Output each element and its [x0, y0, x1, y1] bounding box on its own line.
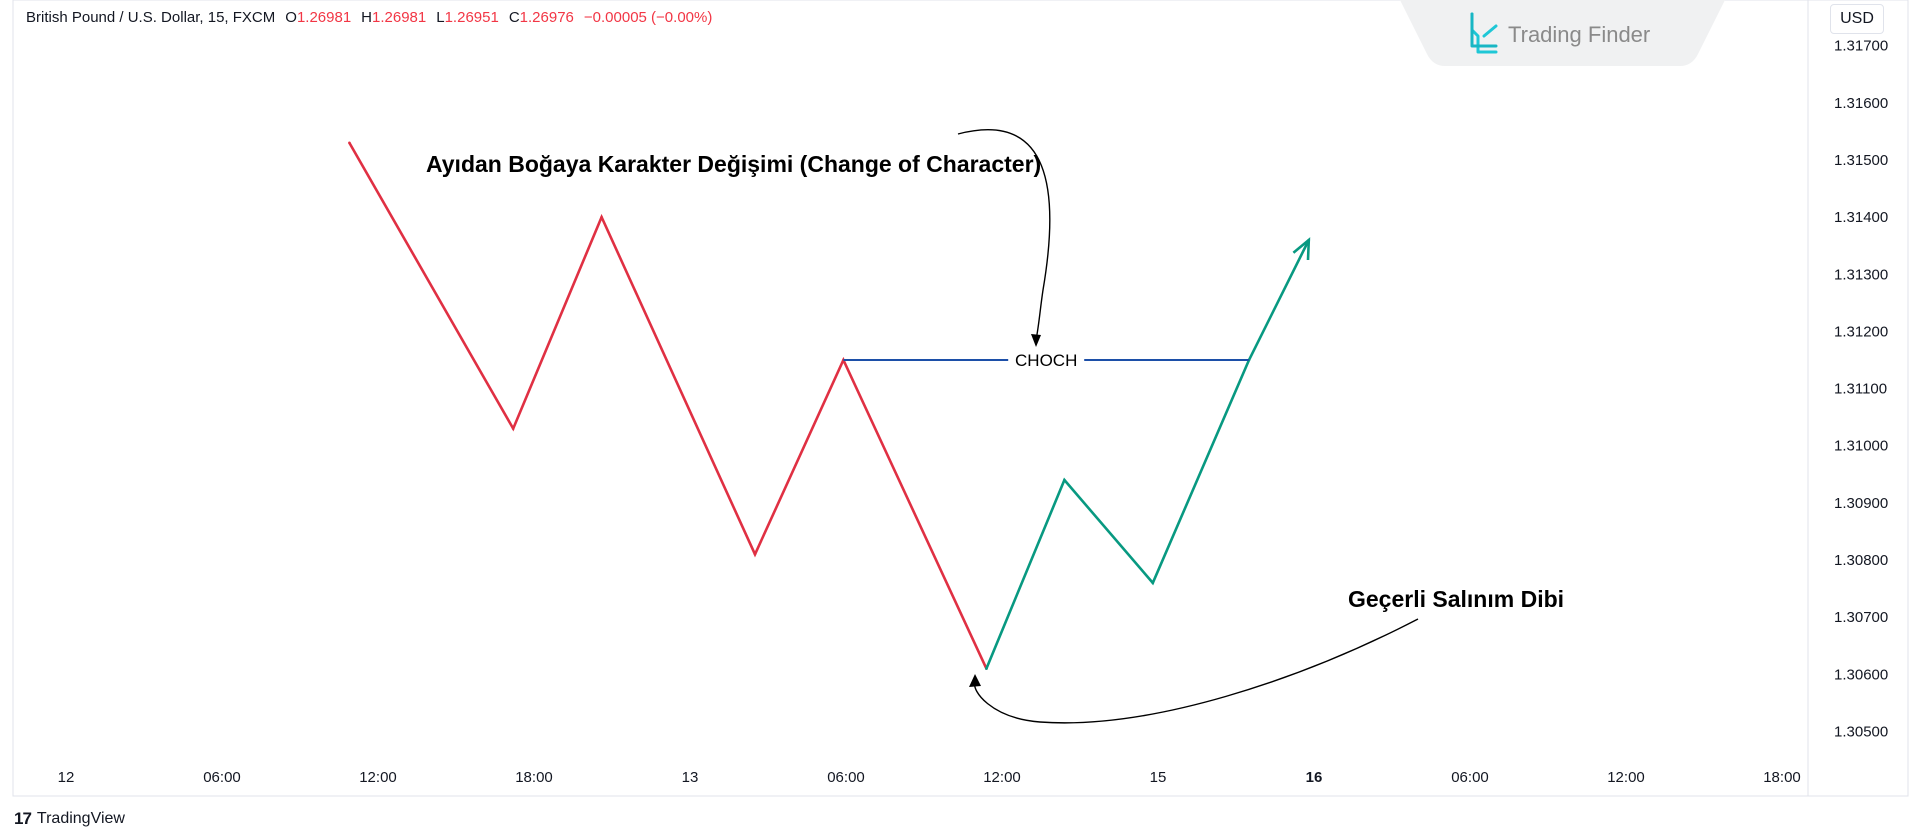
series-line-0 — [348, 142, 988, 670]
x-axis[interactable]: 12 06:00 12:00 18:00 13 06:00 12:00 15 16 06:00 12… — [58, 769, 1801, 786]
x-tick-label: 12:00 — [1607, 769, 1645, 786]
choch-layer: CHOCH — [843, 351, 1249, 370]
open-value: 1.26981 — [296, 9, 352, 26]
trading-finder-watermark: Trading Finder — [1508, 22, 1651, 47]
y-tick-label: 1.31600 — [1834, 95, 1888, 112]
high-label: H — [361, 9, 373, 26]
x-tick-label: 06:00 — [1451, 769, 1489, 786]
symbol-legend[interactable]: British Pound / U.S. Dollar, 15, FXCM O1.… — [26, 9, 712, 26]
low-value: 1.26951 — [444, 9, 499, 26]
series-point — [1151, 581, 1155, 585]
annotation-swing-low: Geçerli Salınım Dibi — [1348, 586, 1564, 612]
x-tick-label: 12:00 — [983, 769, 1021, 786]
choch-arrow-curve — [957, 129, 1051, 341]
x-tick-label: 18:00 — [515, 769, 553, 786]
y-tick-label: 1.31500 — [1834, 152, 1888, 169]
y-tick-label: 1.31400 — [1834, 209, 1888, 226]
symbol-name: British Pound / U.S. Dollar, 15, FXCM — [26, 9, 276, 26]
x-tick-label: 13 — [682, 769, 699, 786]
currency-button[interactable]: USD — [1830, 4, 1884, 34]
choch-label: CHOCH — [1015, 351, 1077, 370]
y-tick-label: 1.30900 — [1834, 495, 1888, 512]
choch-arrow-head — [1031, 334, 1041, 347]
x-tick-label: 18:00 — [1763, 769, 1801, 786]
series-point — [600, 215, 603, 219]
y-tick-label: 1.31200 — [1834, 323, 1888, 340]
x-tick-label: 06:00 — [827, 769, 865, 786]
y-tick-label: 1.30600 — [1834, 666, 1888, 683]
series-point — [1063, 478, 1066, 482]
trading-finder-logo-icon — [1468, 12, 1500, 61]
x-tick-label: 12 — [58, 769, 75, 786]
annotation-choch-title: Ayıdan Boğaya Karakter Değişimi (Change … — [426, 151, 1041, 177]
plot-border — [12, 0, 1909, 797]
tradingview-brand: TradingView — [36, 810, 125, 827]
annotation-layer: Ayıdan Boğaya Karakter Değişimi (Change … — [426, 129, 1564, 724]
tradingview-logo-icon: 17 — [14, 809, 32, 828]
series-point — [511, 427, 515, 430]
y-tick-label: 1.31000 — [1834, 438, 1888, 455]
x-tick-label: 06:00 — [203, 769, 241, 786]
swing-low-arrow-curve — [974, 618, 1419, 724]
series-point — [348, 141, 351, 145]
change-value: −0.00005 (−0.00%) — [583, 9, 713, 26]
watermark-tab-shape — [1400, 0, 1725, 66]
open-label: O — [285, 9, 297, 26]
x-tick-label: 16 — [1306, 769, 1323, 786]
tradingview-attribution[interactable]: 17 TradingView — [14, 809, 125, 829]
bullish-arrow-head — [1292, 237, 1311, 261]
y-tick-label: 1.31100 — [1834, 381, 1887, 398]
series-point — [753, 552, 757, 556]
series-line-1 — [985, 239, 1310, 670]
watermark-tab — [1400, 0, 1725, 66]
y-tick-label: 1.30800 — [1834, 552, 1888, 569]
swing-low-arrow-head — [969, 674, 981, 687]
x-tick-label: 12:00 — [359, 769, 397, 786]
close-label: C — [508, 9, 520, 26]
series-point — [985, 667, 988, 670]
y-tick-label: 1.30500 — [1834, 723, 1888, 740]
series-layer — [348, 141, 1311, 670]
low-label: L — [436, 9, 445, 26]
y-tick-label: 1.30700 — [1834, 609, 1888, 626]
x-tick-label: 15 — [1150, 769, 1167, 786]
close-value: 1.26976 — [519, 9, 574, 26]
high-value: 1.26981 — [372, 9, 427, 26]
y-axis: 1.31700 1.31600 1.31500 1.31400 1.31300 1.312… — [1834, 38, 1888, 741]
y-tick-label: 1.31300 — [1834, 266, 1888, 283]
y-tick-label: 1.31700 — [1834, 38, 1888, 55]
